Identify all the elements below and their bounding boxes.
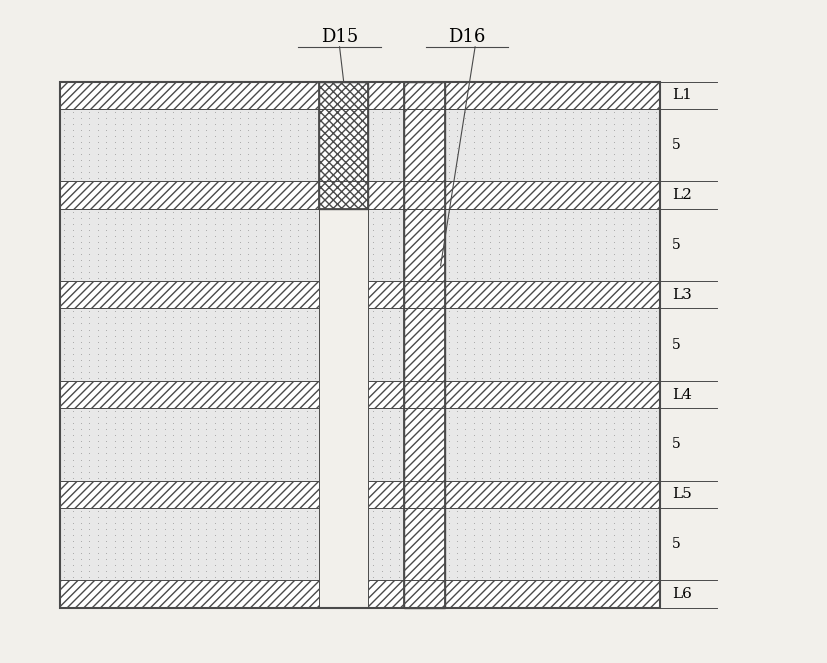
Bar xyxy=(60,82,660,607)
Bar xyxy=(368,408,404,481)
Text: 5: 5 xyxy=(672,337,681,351)
Bar xyxy=(60,381,319,408)
Bar xyxy=(60,580,319,607)
Bar xyxy=(445,281,660,308)
Text: 5: 5 xyxy=(672,138,681,152)
Bar xyxy=(60,82,319,109)
Bar xyxy=(368,481,404,508)
Bar xyxy=(60,109,319,182)
Bar xyxy=(368,82,404,109)
Bar xyxy=(445,182,660,209)
Bar xyxy=(445,408,660,481)
Bar xyxy=(368,381,404,408)
Bar xyxy=(60,281,319,308)
Bar xyxy=(60,408,319,481)
Text: L3: L3 xyxy=(672,288,692,302)
Bar xyxy=(404,82,445,607)
Bar xyxy=(368,580,404,607)
Bar xyxy=(368,109,404,182)
Bar xyxy=(445,308,660,381)
Bar xyxy=(60,508,319,580)
Text: D16: D16 xyxy=(448,27,485,46)
Bar xyxy=(445,109,660,182)
Bar xyxy=(368,308,404,381)
Bar xyxy=(60,182,319,209)
Bar xyxy=(60,308,319,381)
Bar xyxy=(445,481,660,508)
Bar xyxy=(60,209,319,281)
Bar xyxy=(319,82,368,209)
Text: L6: L6 xyxy=(672,587,692,601)
Text: 5: 5 xyxy=(672,537,681,551)
Text: 5: 5 xyxy=(672,438,681,452)
Text: L4: L4 xyxy=(672,388,692,402)
Text: L5: L5 xyxy=(672,487,692,501)
Bar xyxy=(60,481,319,508)
Text: L2: L2 xyxy=(672,188,692,202)
Bar xyxy=(445,209,660,281)
Bar xyxy=(368,182,404,209)
Text: D15: D15 xyxy=(321,27,358,46)
Bar xyxy=(368,508,404,580)
Bar xyxy=(445,508,660,580)
Text: L1: L1 xyxy=(672,88,692,102)
Bar xyxy=(445,381,660,408)
Text: 5: 5 xyxy=(672,238,681,252)
Bar xyxy=(368,281,404,308)
Bar xyxy=(368,209,404,281)
Bar xyxy=(445,82,660,109)
Bar xyxy=(445,580,660,607)
